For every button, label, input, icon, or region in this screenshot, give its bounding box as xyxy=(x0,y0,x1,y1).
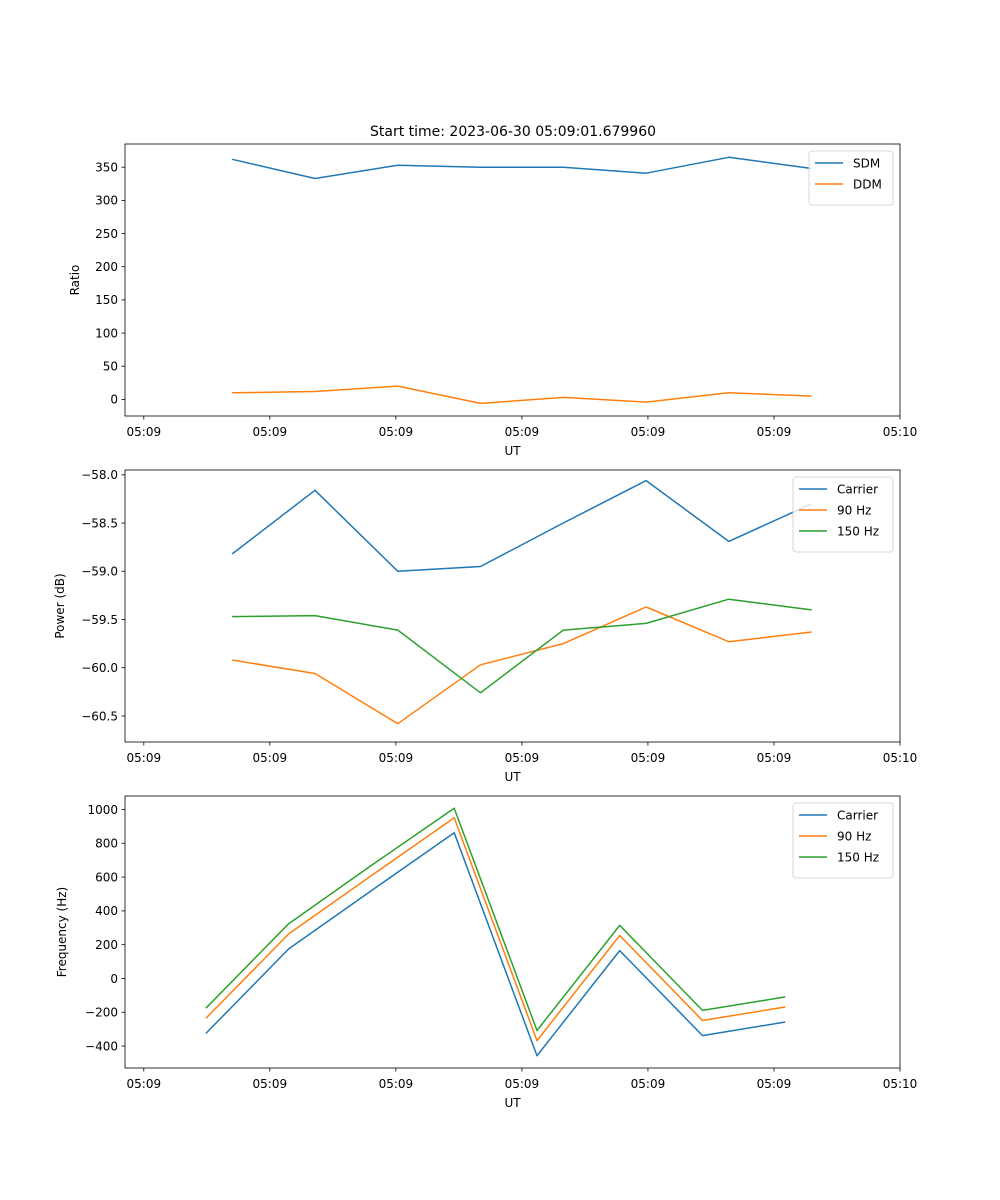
y-tick-label: −60.0 xyxy=(81,661,118,675)
series-line-carrier xyxy=(231,479,812,573)
legend-box xyxy=(792,476,894,553)
legend-label: Carrier xyxy=(837,808,878,822)
legend-label: 150 Hz xyxy=(837,524,879,538)
legend: Carrier 90 Hz 150 Hz xyxy=(792,476,894,553)
y-tick-label: 200 xyxy=(95,938,118,952)
x-axis-label: UT xyxy=(504,770,521,784)
x-tick-label: 05:09 xyxy=(253,751,288,765)
x-tick-label: 05:09 xyxy=(505,1077,540,1091)
x-tick-label: 05:09 xyxy=(379,425,414,439)
legend-label: 150 Hz xyxy=(837,850,879,864)
x-tick-label: 05:09 xyxy=(253,425,288,439)
legend-label: 90 Hz xyxy=(837,829,871,843)
y-tick-label: 100 xyxy=(95,326,118,340)
axes-frame xyxy=(124,143,901,417)
axes-1: 05:09 05:09 05:09 05:09 05:09 05:09 05:10 0 50 10… xyxy=(68,143,918,458)
x-tick-label: 05:09 xyxy=(757,1077,792,1091)
legend-label: Carrier xyxy=(837,482,878,496)
y-tick-label: −60.5 xyxy=(81,709,118,723)
figure-title: Start time: 2023-06-30 05:09:01.679960 xyxy=(370,124,656,140)
y-tick-label: 150 xyxy=(95,293,118,307)
x-tick-label: 05:09 xyxy=(757,751,792,765)
legend: SDM DDM xyxy=(808,150,894,206)
legend-label: 90 Hz xyxy=(837,503,871,517)
y-tick-label: 250 xyxy=(95,227,118,241)
y-tick-label: 0 xyxy=(110,393,118,407)
y-tick-label: 1000 xyxy=(87,803,118,817)
x-tick-label: 05:09 xyxy=(379,751,414,765)
x-tick-label: 05:10 xyxy=(883,425,918,439)
y-tick-label: 0 xyxy=(110,972,118,986)
y-tick-label: 600 xyxy=(95,870,118,884)
x-tick-label: 05:09 xyxy=(379,1077,414,1091)
x-tick-label: 05:09 xyxy=(631,751,666,765)
axes-frame xyxy=(124,469,901,743)
series-line-carrier xyxy=(205,832,786,1057)
series-line-90-hz xyxy=(205,817,786,1042)
x-tick-label: 05:09 xyxy=(127,1077,162,1091)
legend-box xyxy=(808,150,894,206)
y-tick-label: 200 xyxy=(95,260,118,274)
y-axis-label: Power (dB) xyxy=(53,573,67,638)
x-axis-label: UT xyxy=(504,1096,521,1110)
y-axis-label: Ratio xyxy=(68,265,82,296)
y-tick-label: −200 xyxy=(85,1006,118,1020)
x-tick-label: 05:09 xyxy=(505,425,540,439)
series-line-150-hz xyxy=(232,598,812,694)
x-tick-label: 05:09 xyxy=(631,425,666,439)
y-tick-label: −58.5 xyxy=(81,516,118,530)
y-tick-label: −59.5 xyxy=(81,613,118,627)
x-axis-label: UT xyxy=(504,444,521,458)
x-tick-label: 05:09 xyxy=(505,751,540,765)
legend-label: DDM xyxy=(853,177,882,191)
axes-container: 05:09 05:09 05:09 05:09 05:09 05:09 05:10 0 50 10… xyxy=(53,143,918,1110)
y-tick-label: 350 xyxy=(95,161,118,175)
x-tick-label: 05:10 xyxy=(883,1077,918,1091)
legend-box xyxy=(792,802,894,879)
axes-frame xyxy=(124,795,901,1069)
x-tick-label: 05:09 xyxy=(757,425,792,439)
y-axis-label: Frequency (Hz) xyxy=(55,887,69,978)
series-line-150-hz xyxy=(205,807,786,1032)
series-line-sdm xyxy=(232,156,812,180)
x-tick-label: 05:09 xyxy=(631,1077,666,1091)
x-tick-label: 05:09 xyxy=(127,425,162,439)
legend: Carrier 90 Hz 150 Hz xyxy=(792,802,894,879)
series-line-ddm xyxy=(232,385,812,405)
x-tick-label: 05:09 xyxy=(127,751,162,765)
series-line-90-hz xyxy=(232,606,812,725)
y-tick-label: −400 xyxy=(85,1039,118,1053)
y-tick-label: −59.0 xyxy=(81,565,118,579)
axes-2: 05:09 05:09 05:09 05:09 05:09 05:09 05:10 −60.5… xyxy=(53,468,917,784)
axes-3: 05:09 05:09 05:09 05:09 05:09 05:09 05:10 −400 −… xyxy=(55,795,918,1110)
x-tick-label: 05:10 xyxy=(883,751,918,765)
y-tick-label: 50 xyxy=(103,360,118,374)
y-tick-label: 800 xyxy=(95,837,118,851)
legend-label: SDM xyxy=(853,156,880,170)
x-tick-label: 05:09 xyxy=(253,1077,288,1091)
y-tick-label: −58.0 xyxy=(81,468,118,482)
y-tick-label: 300 xyxy=(95,194,118,208)
y-tick-label: 400 xyxy=(95,904,118,918)
